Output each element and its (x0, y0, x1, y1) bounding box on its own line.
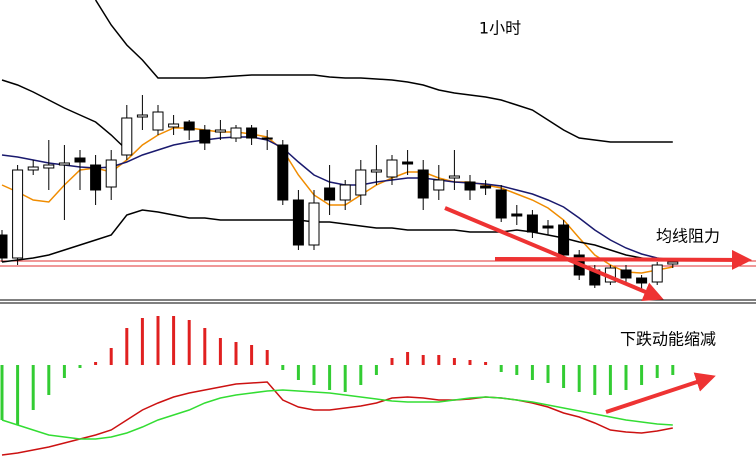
candle-body (292, 199, 304, 246)
candle-body (0, 234, 8, 259)
candle-body (433, 179, 445, 191)
candle-body (230, 127, 242, 139)
candle-body (324, 187, 336, 201)
candle-body (183, 121, 195, 131)
candle-body (121, 117, 133, 156)
line (1, 209, 673, 263)
candle-body (74, 157, 86, 163)
annotation: 均线阻力 (656, 227, 720, 246)
candle-body (448, 175, 460, 179)
arrow (494, 249, 752, 270)
candle-body (12, 169, 24, 259)
line (1, 381, 673, 456)
line (1, 389, 673, 440)
line (1, 127, 673, 274)
candle-body (370, 169, 382, 173)
candle-body (308, 202, 320, 246)
candle-body (136, 114, 148, 118)
candle-body (480, 185, 492, 189)
macd-panel (0, 316, 675, 456)
candle-body (495, 189, 507, 219)
candle-body (620, 269, 632, 279)
candle-body (667, 261, 679, 265)
candle-body (651, 264, 663, 283)
chart-title: 1小时 (479, 19, 521, 38)
candle-body (355, 169, 367, 196)
candle-body (246, 127, 258, 139)
candle-body (636, 277, 648, 284)
arrow (444, 206, 664, 302)
candle-body (261, 137, 273, 140)
candle-body (168, 123, 180, 128)
arrow (605, 372, 716, 414)
candle-body (214, 129, 226, 133)
candle-body (558, 224, 570, 256)
candle-body (464, 181, 476, 191)
candle-body (386, 159, 398, 178)
candle-body (511, 213, 523, 217)
candle-body (199, 129, 211, 144)
candle-body (27, 166, 39, 171)
line (1, 136, 673, 261)
candle-body (277, 144, 289, 201)
annotation: 下跌动能缩减 (620, 330, 716, 349)
candle-body (43, 164, 55, 169)
line (94, 0, 673, 143)
price-panel (0, 0, 756, 290)
candle-body (90, 164, 102, 191)
candle-body (58, 162, 70, 166)
candle-body (542, 225, 554, 229)
line (1, 79, 128, 151)
candle-body (152, 111, 164, 131)
candle-body (339, 184, 351, 201)
candle-body (105, 159, 117, 188)
candle-body (417, 169, 429, 199)
candle-body (402, 161, 414, 165)
candle-body (526, 214, 538, 233)
